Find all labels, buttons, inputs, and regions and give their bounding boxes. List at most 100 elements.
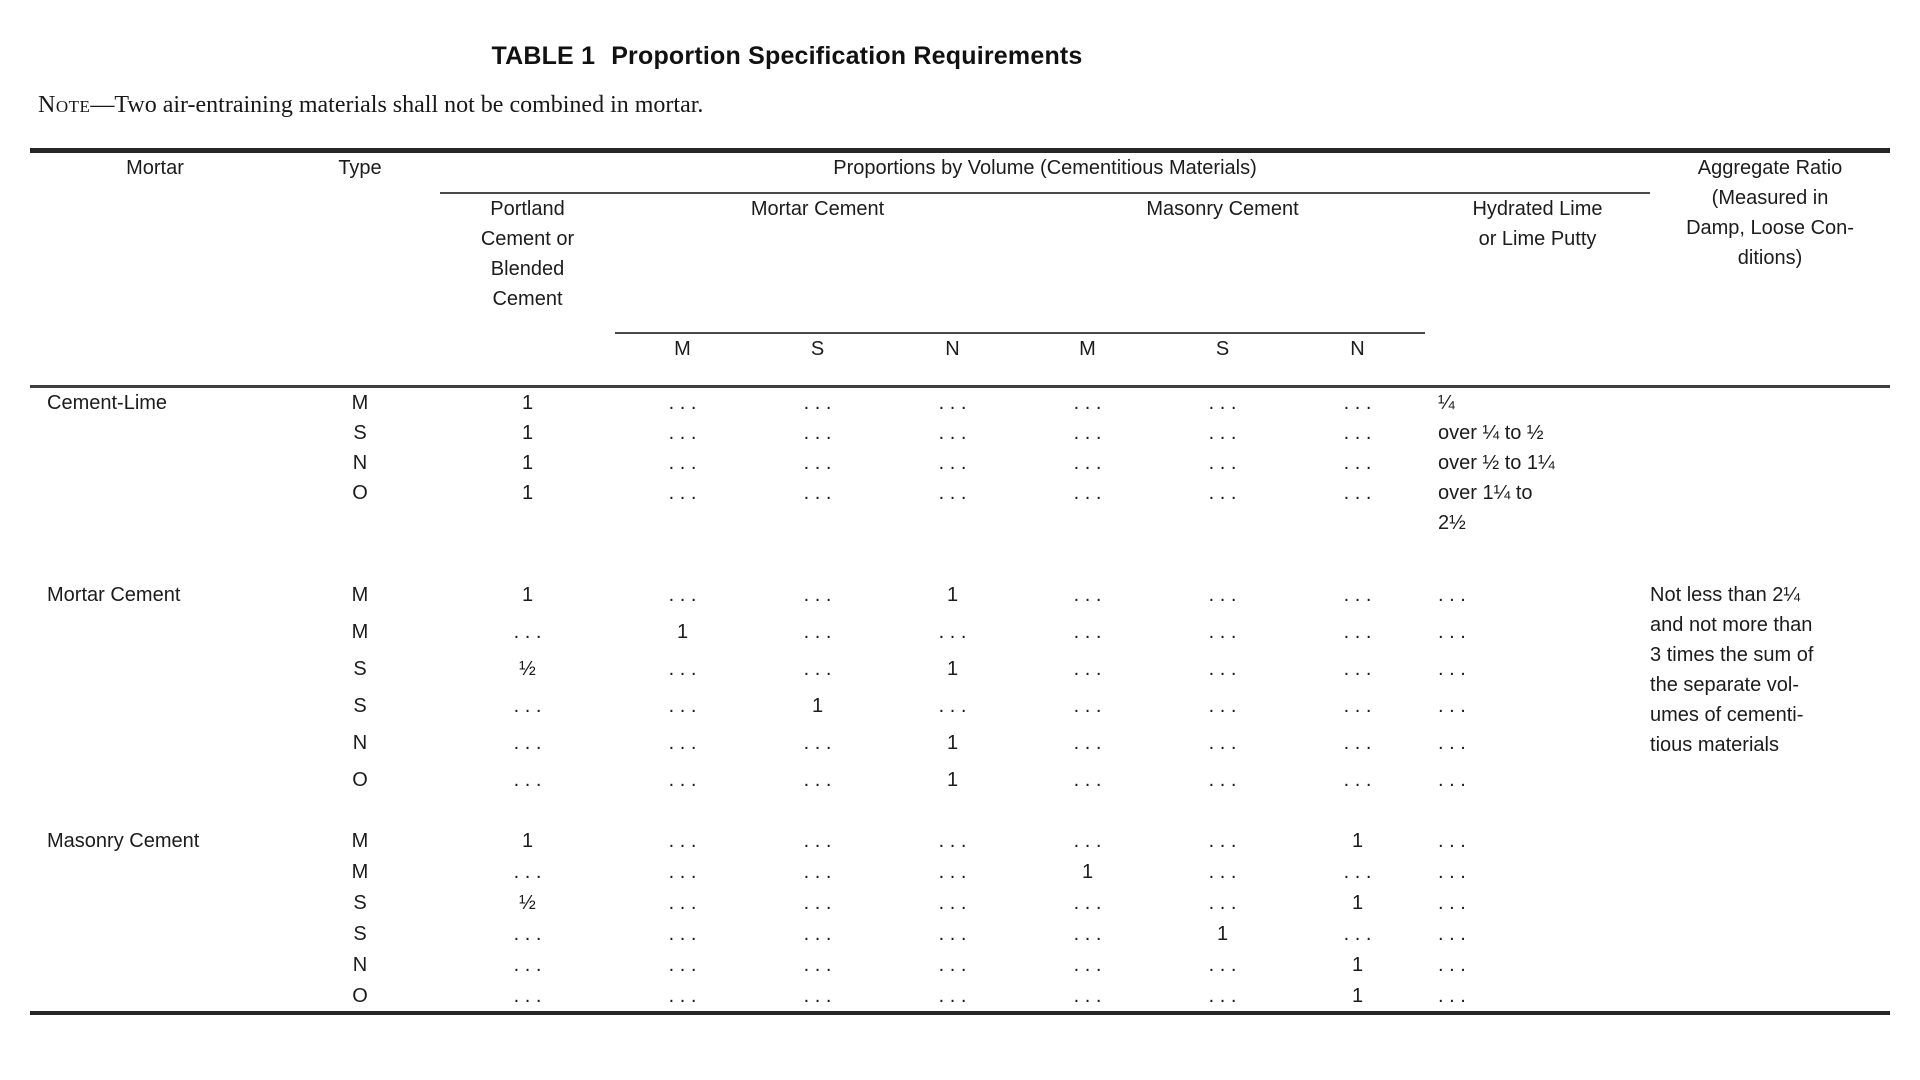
hydrated-lime-cell: over 1¼ to 2½	[1438, 482, 1533, 534]
type-cell: S	[353, 923, 367, 945]
masonry-cement-s-cell: . . .	[1208, 658, 1237, 680]
masonry-cement-m-cell: . . .	[1073, 658, 1102, 680]
mortar-cement-n-cell: 1	[946, 658, 959, 680]
col-header-masonry-cement-s: S	[1155, 332, 1290, 388]
mortar-cement-n-cell: . . .	[938, 621, 967, 643]
masonry-cement-n-cell: . . .	[1343, 482, 1372, 504]
masonry-cement-n-cell: 1	[1351, 892, 1364, 914]
mortar-name-cell	[30, 765, 280, 802]
mortar-cement-s-cell: . . .	[803, 658, 832, 680]
masonry-cement-m-cell: . . .	[1073, 452, 1102, 474]
hydrated-lime-cell: . . .	[1438, 923, 1466, 945]
masonry-cement-m-cell: . . .	[1073, 695, 1102, 717]
masonry-cement-n-cell: 1	[1351, 954, 1364, 976]
type-cell: S	[353, 422, 367, 444]
table-row: Cement-Lime M 1 . . . . . . . . . . . . …	[30, 387, 1890, 419]
mortar-cement-n-cell: . . .	[938, 482, 967, 504]
mortar-cement-m-cell: . . .	[668, 923, 697, 945]
masonry-cement-s-cell: . . .	[1208, 621, 1237, 643]
portland-cell: 1	[521, 422, 534, 444]
mortar-name-cell: Masonry Cement	[47, 830, 200, 852]
table-row: O 1 . . . . . . . . . . . . . . . . . . …	[30, 478, 1890, 538]
hydrated-lime-cell: . . .	[1438, 985, 1466, 1007]
portland-cell: 1	[521, 482, 534, 504]
mortar-cement-m-cell: . . .	[668, 830, 697, 852]
masonry-cement-m-cell: 1	[1081, 861, 1094, 883]
mortar-name-cell	[30, 728, 280, 765]
col-header-mortar-cement-s: S	[750, 332, 885, 388]
mortar-cement-s-cell: . . .	[803, 452, 832, 474]
type-cell: S	[353, 658, 367, 680]
section-spacer	[30, 538, 1890, 580]
mortar-cement-m-cell: . . .	[668, 658, 697, 680]
mortar-name-cell	[30, 478, 280, 538]
masonry-cement-s-cell: . . .	[1208, 954, 1237, 976]
masonry-cement-m-cell: . . .	[1073, 923, 1102, 945]
mortar-cement-n-cell: . . .	[938, 861, 967, 883]
table-row: S 1 . . . . . . . . . . . . . . . . . . …	[30, 418, 1890, 448]
mortar-cement-s-cell: . . .	[803, 584, 832, 606]
masonry-cement-n-cell: . . .	[1343, 695, 1372, 717]
hydrated-lime-cell: over ¼ to ½	[1438, 422, 1544, 444]
mortar-name-cell	[30, 418, 280, 448]
masonry-cement-n-cell: . . .	[1343, 658, 1372, 680]
portland-cell: . . .	[513, 732, 542, 754]
type-cell: M	[351, 830, 369, 852]
masonry-cement-s-cell: . . .	[1208, 830, 1237, 852]
col-header-mortar-cement-n: N	[885, 332, 1020, 388]
table-row: M . . . 1 . . . . . . . . . . . . . . . …	[30, 617, 1890, 654]
hydrated-lime-cell: . . .	[1438, 732, 1466, 754]
col-header-masonry-cement-n: N	[1290, 332, 1425, 388]
mortar-name-cell: Mortar Cement	[47, 584, 181, 606]
col-header-mortar-cement-m: M	[615, 332, 750, 388]
hydrated-lime-cell: . . .	[1438, 861, 1466, 883]
masonry-cement-s-cell: . . .	[1208, 584, 1237, 606]
masonry-cement-m-cell: . . .	[1073, 732, 1102, 754]
mortar-cement-n-cell: 1	[946, 584, 959, 606]
portland-cell: . . .	[513, 861, 542, 883]
masonry-cement-s-cell: . . .	[1208, 452, 1237, 474]
mortar-cement-m-cell: . . .	[668, 732, 697, 754]
portland-cell: 1	[521, 830, 534, 852]
masonry-cement-s-cell: . . .	[1208, 695, 1237, 717]
mortar-cement-m-cell: . . .	[668, 392, 697, 414]
mortar-cement-s-cell: . . .	[803, 985, 832, 1007]
mortar-name-cell: Cement-Lime	[47, 392, 168, 414]
mortar-cement-n-cell: . . .	[938, 830, 967, 852]
col-header-aggregate-ratio: Aggregate Ratio (Measured in Damp, Loose…	[1650, 150, 1891, 388]
mortar-cement-s-cell: . . .	[803, 769, 832, 791]
masonry-cement-s-cell: . . .	[1208, 392, 1237, 414]
hydrated-lime-cell: . . .	[1438, 695, 1466, 717]
mortar-name-cell	[30, 981, 280, 1013]
table-body: Cement-Lime M 1 . . . . . . . . . . . . …	[30, 387, 1890, 1014]
aggregate-ratio-cell	[1650, 826, 1890, 1013]
masonry-cement-m-cell: . . .	[1073, 892, 1102, 914]
portland-cell: ½	[519, 658, 536, 680]
masonry-cement-s-cell: . . .	[1208, 482, 1237, 504]
section-spacer	[30, 802, 1890, 826]
masonry-cement-s-cell: . . .	[1208, 769, 1237, 791]
mortar-cement-m-cell: . . .	[668, 985, 697, 1007]
mortar-cement-s-cell: . . .	[803, 732, 832, 754]
masonry-cement-m-cell: . . .	[1073, 482, 1102, 504]
masonry-cement-s-cell: . . .	[1208, 985, 1237, 1007]
mortar-cement-n-cell: 1	[946, 769, 959, 791]
portland-cell: . . .	[513, 985, 542, 1007]
aggregate-ratio-cell	[1650, 387, 1890, 539]
portland-cell: . . .	[513, 769, 542, 791]
masonry-cement-n-cell: . . .	[1343, 621, 1372, 643]
type-cell: O	[352, 769, 368, 791]
table-row: Mortar Cement M 1 . . . . . . 1 . . . . …	[30, 580, 1890, 756]
table-row: N . . . . . . . . . 1 . . . . . . . . . …	[30, 728, 1890, 765]
portland-cell: . . .	[513, 923, 542, 945]
masonry-cement-n-cell: 1	[1351, 985, 1364, 1007]
hydrated-lime-cell: . . .	[1438, 954, 1466, 976]
type-cell: S	[353, 695, 367, 717]
table-row: Masonry Cement M 1 . . . . . . . . . . .…	[30, 826, 1890, 857]
masonry-cement-n-cell: . . .	[1343, 923, 1372, 945]
masonry-cement-m-cell: . . .	[1073, 584, 1102, 606]
hydrated-lime-cell: . . .	[1438, 658, 1466, 680]
portland-cell: . . .	[513, 621, 542, 643]
col-header-mortar: Mortar	[30, 150, 280, 388]
